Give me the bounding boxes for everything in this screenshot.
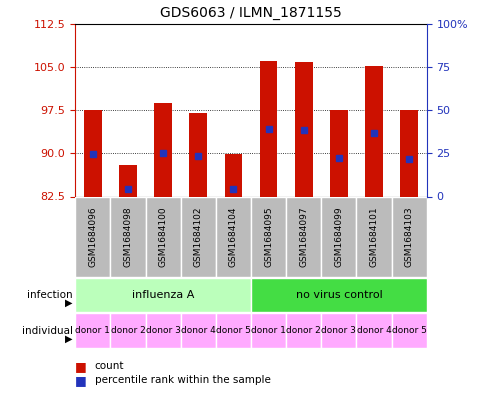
Text: donor 3: donor 3	[145, 326, 180, 335]
Text: no virus control: no virus control	[295, 290, 381, 300]
Text: donor 1: donor 1	[75, 326, 110, 335]
Text: GSM1684097: GSM1684097	[299, 206, 308, 267]
Text: donor 3: donor 3	[321, 326, 356, 335]
Bar	[215, 313, 251, 348]
Bar	[251, 278, 426, 312]
Text: ■: ■	[75, 374, 87, 387]
Text: GSM1684102: GSM1684102	[193, 207, 202, 267]
Bar	[154, 103, 171, 196]
Text: ▶: ▶	[65, 333, 73, 343]
Bar	[215, 196, 251, 277]
Text: GSM1684096: GSM1684096	[88, 206, 97, 267]
Text: infection: infection	[27, 290, 73, 300]
Bar	[251, 313, 286, 348]
Text: donor 1: donor 1	[251, 326, 286, 335]
Text: donor 4: donor 4	[181, 326, 215, 335]
Bar	[84, 110, 101, 196]
Text: GSM1684095: GSM1684095	[263, 206, 272, 267]
Text: ■: ■	[75, 360, 87, 373]
Text: individual: individual	[22, 325, 73, 336]
Text: donor 5: donor 5	[215, 326, 250, 335]
Bar	[400, 110, 417, 196]
Text: percentile rank within the sample: percentile rank within the sample	[94, 375, 270, 386]
Bar	[356, 313, 391, 348]
Bar	[391, 196, 426, 277]
Text: GSM1684101: GSM1684101	[369, 206, 378, 267]
Bar	[119, 165, 136, 196]
Bar	[145, 196, 180, 277]
Bar	[320, 196, 356, 277]
Text: GSM1684104: GSM1684104	[228, 207, 238, 267]
Text: GSM1684099: GSM1684099	[333, 206, 343, 267]
Bar	[330, 110, 347, 196]
Bar	[251, 196, 286, 277]
Bar	[75, 313, 110, 348]
Bar	[75, 196, 110, 277]
Bar	[294, 62, 312, 196]
Text: GSM1684103: GSM1684103	[404, 206, 413, 267]
Bar	[259, 61, 277, 196]
Text: count: count	[94, 361, 124, 371]
Bar	[356, 196, 391, 277]
Text: influenza A: influenza A	[132, 290, 194, 300]
Bar	[320, 313, 356, 348]
Bar	[180, 196, 215, 277]
Text: donor 2: donor 2	[286, 326, 320, 335]
Text: donor 4: donor 4	[356, 326, 391, 335]
Bar	[110, 196, 145, 277]
Text: donor 2: donor 2	[110, 326, 145, 335]
Text: donor 5: donor 5	[391, 326, 426, 335]
Bar	[145, 313, 180, 348]
Text: ▶: ▶	[65, 298, 73, 308]
Title: GDS6063 / ILMN_1871155: GDS6063 / ILMN_1871155	[160, 6, 341, 20]
Bar	[189, 113, 207, 196]
Bar	[364, 66, 382, 196]
Bar	[224, 154, 242, 196]
Bar	[180, 313, 215, 348]
Bar	[286, 313, 320, 348]
Bar	[75, 278, 251, 312]
Bar	[110, 313, 145, 348]
Text: GSM1684100: GSM1684100	[158, 206, 167, 267]
Text: GSM1684098: GSM1684098	[123, 206, 132, 267]
Bar	[391, 313, 426, 348]
Bar	[286, 196, 320, 277]
